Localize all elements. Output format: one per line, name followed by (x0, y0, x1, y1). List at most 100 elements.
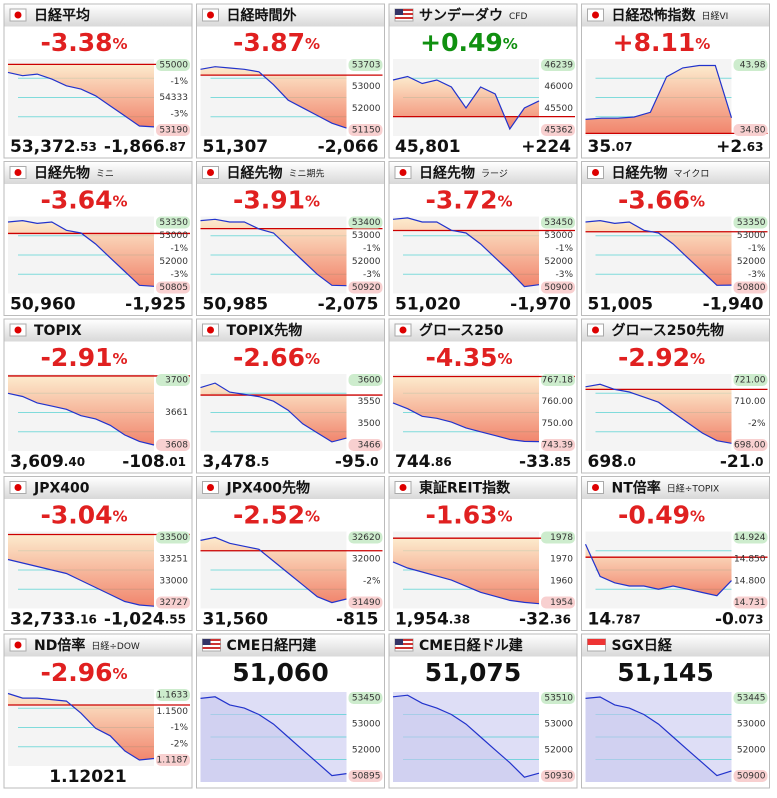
axis-label: 1970 (550, 555, 573, 565)
tile[interactable]: CME日経円建 51,060 53450 53000 52000 50895 (196, 633, 385, 789)
pct-unit: % (690, 350, 705, 368)
axis-label: 3500 (358, 419, 381, 429)
loss-area (393, 538, 539, 604)
tile[interactable]: グロース250 -4.35% 767.18 760.00 750.00 743.39 744… (388, 318, 578, 474)
tile-header (582, 634, 769, 657)
label-lo-bg (348, 596, 383, 609)
change-int: -1,940 (703, 295, 764, 315)
change-int: -21 (720, 452, 751, 472)
axis-label: 53190 (159, 126, 188, 136)
axis-label: 710.00 (734, 397, 766, 407)
flag-sun (207, 169, 214, 176)
tile[interactable]: 日経先物 マイクロ -3.66% 53350 53000 -1% 52000 -3% 50800… (581, 161, 770, 316)
pct-unit: % (498, 192, 513, 210)
tile[interactable]: SGX日経 51,145 53445 53000 52000 50900 (581, 633, 770, 789)
label-hi-bg (541, 692, 575, 704)
tile[interactable]: NT倍率 日経÷TOPIX -0.49% 14.924 14.850 14.800 14.7… (581, 476, 770, 631)
label-hi-bg (541, 531, 575, 544)
tile[interactable]: TOPIX -2.91% 3700 3661 3608 3,609.40 -108.01 (3, 318, 193, 474)
price-int: 3,609 (10, 452, 64, 472)
axis-label: 34.80 (740, 126, 766, 136)
change-pct: +8.11% (613, 28, 711, 57)
tile-name: 日経恐怖指数 (612, 7, 697, 24)
tile-title: 日経先物 ミニ (34, 165, 114, 182)
price-line (585, 219, 732, 286)
tile[interactable]: サンデーダウ CFD +0.49% 46239 46000 45500 45362 45,80… (388, 3, 578, 159)
tile[interactable]: グロース250先物 -2.92% 721.00 710.00 -2% 698.00 698.… (581, 318, 770, 474)
axis-label: 50900 (544, 283, 573, 293)
change: -32.36 (519, 610, 571, 630)
change-int: -1,866 (104, 137, 165, 157)
tile[interactable]: 日経恐怖指数 日経VI +8.11% 43.98 34.80 35.07 +2.63 (581, 3, 770, 159)
flag (587, 481, 604, 494)
price: 744.86 (395, 452, 452, 472)
axis-label: 46000 (544, 82, 573, 92)
tile-title: 日経先物 マイクロ (612, 165, 710, 182)
tile-name: JPX400 (33, 481, 90, 497)
axis-label: 51150 (352, 126, 381, 136)
tile[interactable]: 日経先物 ラージ -3.72% 53450 53000 -1% 52000 -3% 50900 5… (388, 161, 578, 316)
axis-label: 53000 (544, 720, 573, 730)
axis-label: 50930 (544, 772, 573, 782)
flag (202, 166, 219, 179)
axis-label: 53350 (737, 218, 766, 228)
price-line (7, 392, 155, 446)
price-area (200, 696, 347, 782)
tile-name: サンデーダウ (419, 7, 503, 24)
pct-value: -2.66 (233, 343, 305, 372)
tile-name: SGX日経 (612, 637, 673, 654)
tile-sub: マイクロ (674, 168, 710, 179)
axis-label: -3% (170, 270, 188, 280)
change: +224 (521, 137, 571, 157)
pct-value: -3.91 (233, 186, 305, 215)
label-lo-bg (541, 439, 575, 451)
axis-label: 52000 (352, 104, 381, 114)
change: -815 (336, 610, 379, 630)
axis-label: 750.00 (542, 419, 574, 429)
change-pct: -2.52% (233, 501, 320, 530)
flag (202, 481, 219, 494)
tile-name: JPX400先物 (226, 480, 311, 497)
loss-area (200, 383, 347, 442)
flag-sun (14, 326, 22, 334)
axis-label: 53000 (352, 720, 381, 730)
tile-sub: 日経÷DOW (91, 640, 140, 652)
loss-area (200, 537, 347, 603)
price-frac: .07 (611, 140, 632, 154)
axis-label: 1.1633 (157, 691, 189, 701)
tile-title: サンデーダウ CFD (419, 7, 527, 24)
tile-title: 日経時間外 (227, 7, 297, 24)
axis-label: 760.00 (542, 397, 574, 407)
tile[interactable]: ND倍率 日経÷DOW -2.96% 1.1633 1.1500 -1% -2% 1.1187… (3, 633, 193, 789)
tile[interactable]: TOPIX先物 -2.66% 3600 3550 3500 3466 3,478.5 -95.… (196, 318, 385, 474)
tile[interactable]: 日経先物 ミニ -3.64% 53350 53000 -1% 52000 -3% 50805 50… (3, 161, 193, 316)
flag-sun (399, 484, 407, 491)
price-line (392, 402, 540, 443)
axis-label: -1% (363, 244, 381, 254)
tile[interactable]: 日経先物 ミニ期先 -3.91% 53400 53000 -1% 52000 -3% 50920… (196, 161, 385, 316)
axis-label: -1% (170, 723, 188, 733)
price-int: 698 (588, 452, 624, 472)
change-frac: .87 (165, 140, 186, 154)
pct-unit: % (498, 350, 513, 368)
price-int: 32,733 (10, 610, 76, 630)
price-line (200, 66, 347, 129)
tile[interactable]: 東証REIT指数 -1.63% 1978 1970 1960 1954 1,954.38 -3… (388, 476, 578, 631)
tile-title: グロース250先物 (612, 322, 725, 339)
tile[interactable]: JPX400 -3.04% 33500 33251 33000 32727 32,733.1… (3, 476, 193, 631)
tile[interactable]: 日経平均 -3.38% 55000 -1% 54333 -3% 53190 53,372.53… (3, 3, 193, 159)
label-lo-bg (156, 281, 190, 294)
flag-stripe (395, 647, 413, 649)
axis-label: 33500 (159, 533, 188, 543)
tile[interactable]: 日経時間外 -3.87% 53703 53000 52000 51150 51,307 -2,… (196, 3, 385, 159)
price-int: 1,954 (395, 610, 449, 630)
tile-name: 日経先物 (419, 165, 475, 182)
tile[interactable]: CME日経ドル建 51,075 53510 53000 52000 50930 (388, 633, 578, 789)
tile[interactable]: JPX400先物 -2.52% 32620 32000 -2% 31490 31,560 -8… (196, 476, 385, 631)
axis-label: 31490 (352, 598, 381, 608)
flag (587, 8, 604, 22)
axis-label: 53000 (737, 231, 766, 241)
flag-sun (207, 11, 214, 19)
tile-header (197, 319, 384, 342)
axis-label: 14.850 (734, 555, 766, 565)
